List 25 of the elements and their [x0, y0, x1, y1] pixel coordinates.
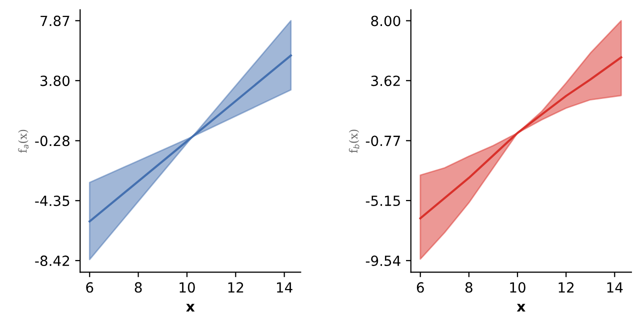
x-tick-label: 14 [607, 282, 623, 292]
line-series [419, 56, 622, 220]
y-axis-title: f$_{a}$(x) [18, 130, 29, 153]
y-tick-label: -4.35 [35, 196, 70, 206]
x-tick-label: 14 [277, 282, 292, 292]
x-tick-label: 12 [228, 282, 244, 292]
x-tick-label: 12 [558, 282, 574, 292]
y-axis-title: f$_{b}$(x) [348, 130, 360, 153]
x-tick-label: 8 [465, 282, 472, 293]
y-tick-label: 3.62 [371, 76, 400, 86]
y-tick-label: -9.54 [366, 256, 400, 266]
x-tick-label: 8 [134, 282, 142, 293]
x-tick-label: 6 [86, 282, 94, 293]
y-tick-label: 7.87 [40, 16, 70, 26]
y-tick-label: 8.00 [371, 16, 400, 26]
x-axis-title: x [186, 304, 195, 312]
x-tick-label: 10 [180, 282, 195, 293]
x-tick-label: 6 [416, 282, 424, 293]
y-tick-label: -0.28 [35, 136, 70, 146]
x-tick-label: 10 [510, 282, 526, 293]
y-tick-label: -8.42 [35, 256, 70, 266]
y-tick-label: -0.77 [366, 136, 400, 146]
x-axis-title: x [516, 304, 526, 312]
y-tick-label: 3.80 [40, 76, 70, 86]
y-tick-label: -5.15 [366, 196, 400, 206]
